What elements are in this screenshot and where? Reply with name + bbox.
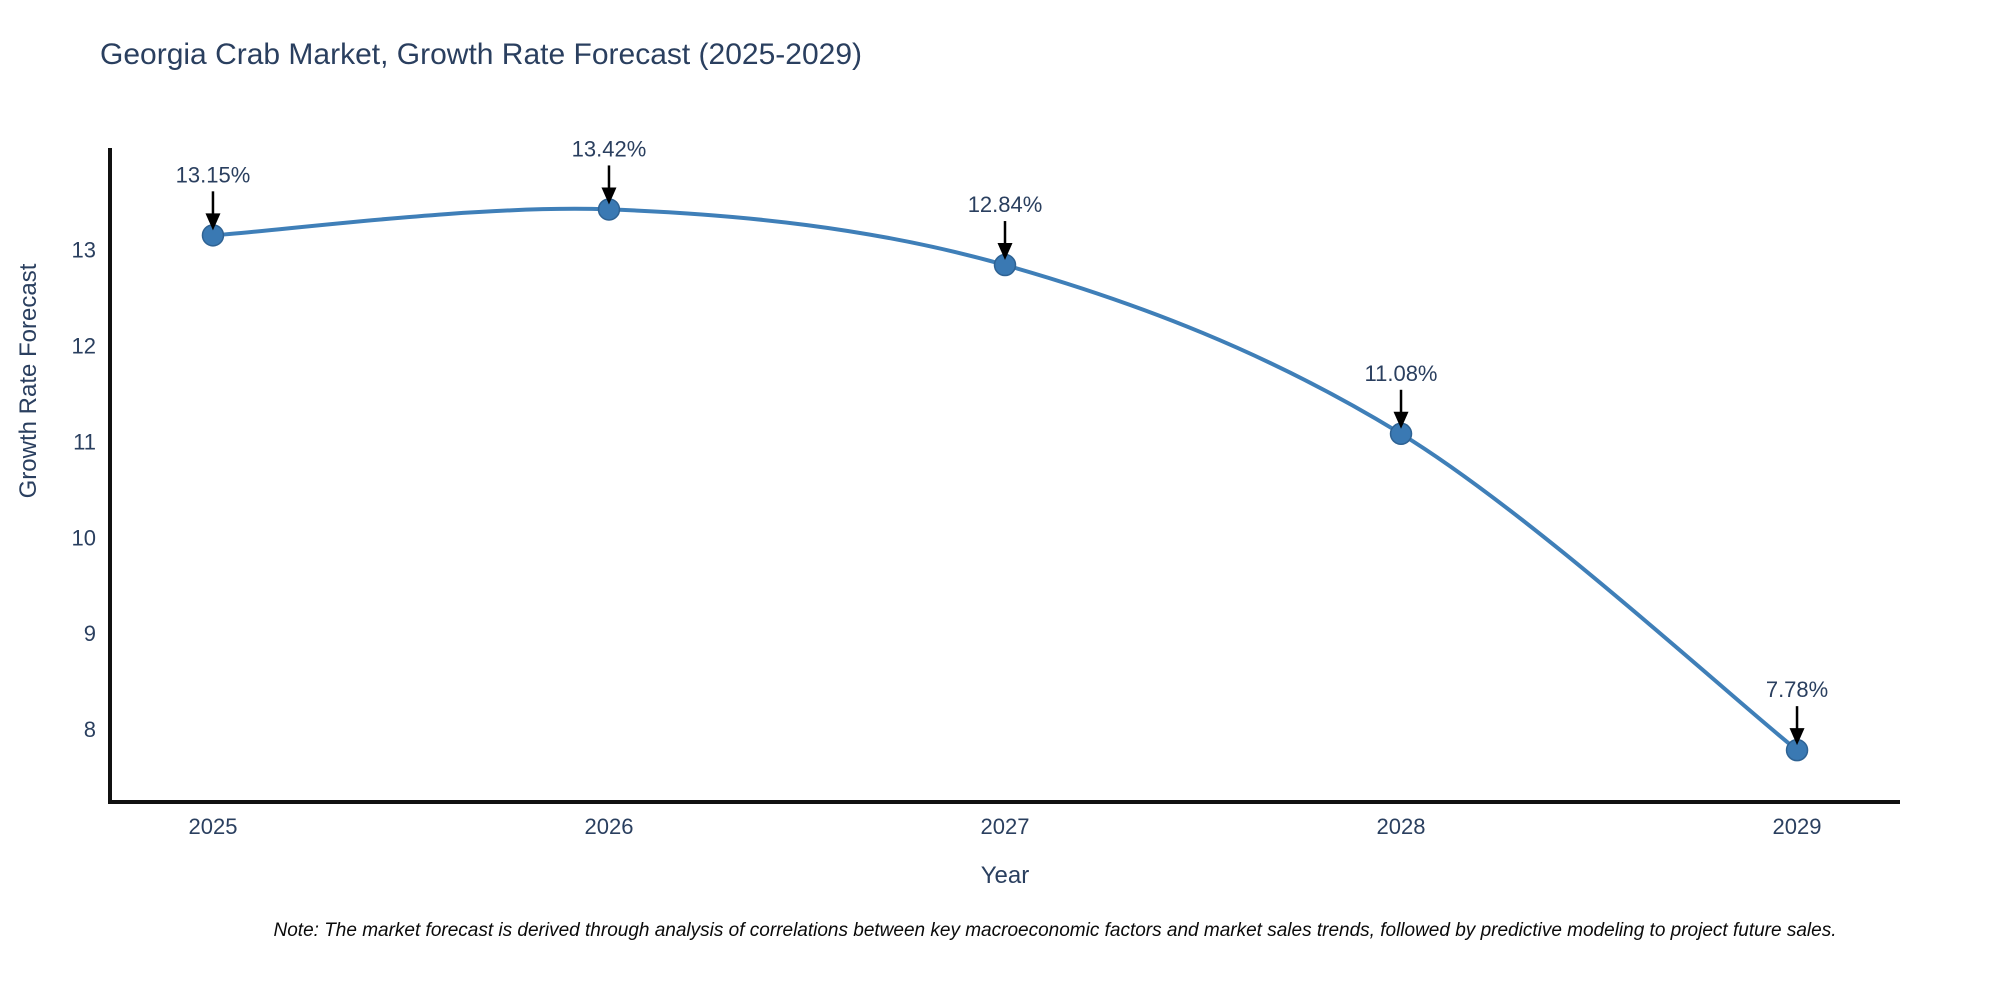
y-tick-label: 8: [84, 717, 96, 742]
x-tick-label: 2025: [188, 814, 237, 839]
x-tick-label: 2029: [1773, 814, 1822, 839]
x-tick-label: 2028: [1377, 814, 1426, 839]
annotation-arrowhead-icon: [601, 187, 617, 205]
series-line: [211, 206, 1799, 753]
annotation-label: 13.42%: [572, 136, 647, 161]
x-tick-label: 2027: [981, 814, 1030, 839]
y-tick-label: 11: [73, 429, 96, 454]
x-tick-label: 2026: [585, 814, 634, 839]
y-axis-title: Growth Rate Forecast: [15, 263, 42, 499]
annotation-label: 7.78%: [1766, 677, 1828, 702]
x-axis-title: Year: [980, 862, 1030, 889]
y-tick-label: 12: [72, 334, 96, 359]
chart-footnote: Note: The market forecast is derived thr…: [273, 920, 1837, 941]
y-tick-label: 9: [84, 621, 96, 646]
y-tick-label: 10: [72, 525, 96, 550]
y-tick-label: 13: [72, 238, 96, 263]
annotation-arrowhead-icon: [205, 213, 221, 231]
annotation-arrowhead-icon: [1789, 728, 1805, 746]
annotation-label: 12.84%: [968, 192, 1043, 217]
annotation-arrowhead-icon: [997, 243, 1013, 261]
annotation-label: 11.08%: [1365, 361, 1438, 386]
annotation-label: 13.15%: [176, 162, 251, 187]
annotation-arrowhead-icon: [1393, 411, 1409, 429]
chart-title: Georgia Crab Market, Growth Rate Forecas…: [100, 38, 862, 71]
